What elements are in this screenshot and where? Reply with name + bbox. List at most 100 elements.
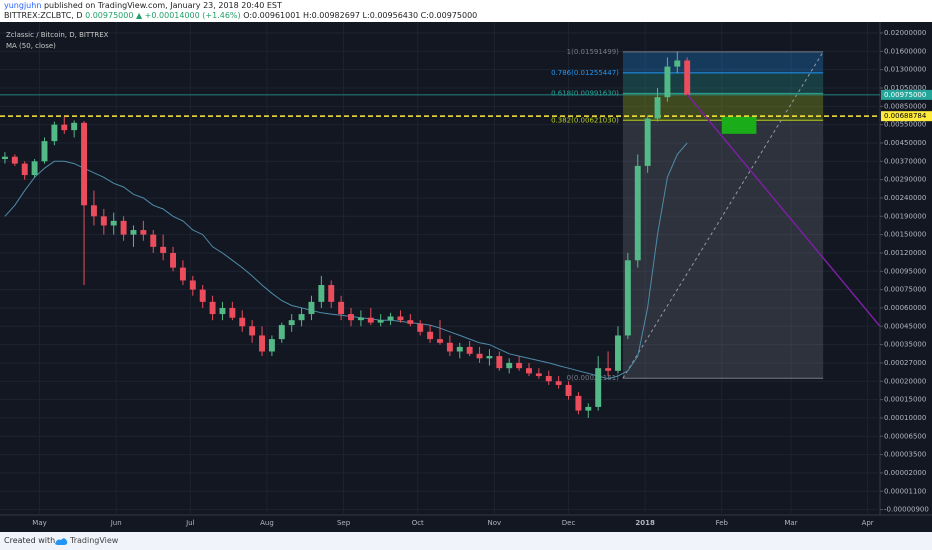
price-tag-label: 0.00688784 xyxy=(884,112,927,120)
candle-body xyxy=(654,97,661,119)
y-tick-label: 0.00001100 xyxy=(884,487,926,495)
x-tick-label: May xyxy=(32,519,46,527)
candle-body xyxy=(160,246,167,253)
author[interactable]: yungjuhn xyxy=(4,1,42,10)
fib-zone xyxy=(622,51,824,73)
x-tick-label: Apr xyxy=(862,519,874,527)
candle-body xyxy=(278,325,285,340)
candle-body xyxy=(259,335,265,352)
x-tick-label: Aug xyxy=(260,519,274,527)
y-tick-label: 0.00150000 xyxy=(884,231,926,239)
x-tick-label: Mar xyxy=(784,519,797,527)
fib-label: 0.618(0.00991630) xyxy=(551,89,619,97)
y-tick-label: 0.01050000 xyxy=(884,84,926,92)
candle-body xyxy=(644,118,651,166)
candle-body xyxy=(624,260,631,336)
chart-title: Zclassic / Bitcoin, D, BITTREX xyxy=(6,31,109,39)
grid xyxy=(0,22,880,515)
publish-line: yungjuhn published on TradingView.com, J… xyxy=(4,1,282,10)
candle-body xyxy=(120,220,127,235)
y-tick-label: 0.00450000 xyxy=(884,139,926,147)
candle-body xyxy=(61,124,68,131)
candle-body xyxy=(437,339,443,343)
y-tick-label: 0.00006500 xyxy=(884,432,926,440)
y-tick-label: 0.00060000 xyxy=(884,304,926,312)
candle-body xyxy=(308,301,315,315)
candle-body xyxy=(674,60,681,67)
price: 0.00975000 xyxy=(85,11,134,20)
candle-body xyxy=(348,314,354,321)
y-tick-label: 0.00095000 xyxy=(884,267,926,275)
fib-label: 0.382(0.00621030) xyxy=(551,116,619,124)
candle-body xyxy=(11,156,18,164)
candle-body xyxy=(377,320,384,323)
candle-body xyxy=(387,316,394,321)
candle-body xyxy=(1,156,8,160)
y-tick-label: 0.00550000 xyxy=(884,121,926,129)
fib-diagonal xyxy=(622,51,824,379)
plot: 1(0.01591499) 0.786(0.01255447) 0.618(0.00… xyxy=(0,48,880,418)
candle-body xyxy=(239,317,246,327)
candle-body xyxy=(466,346,473,354)
candle-body xyxy=(595,368,602,407)
candle-body xyxy=(545,376,552,382)
y-tick-label: 0.01600000 xyxy=(884,47,926,55)
candle-body xyxy=(41,141,48,162)
candle-body xyxy=(427,331,434,340)
y-tick-label: 0.00003500 xyxy=(884,451,926,459)
candle-body xyxy=(585,406,592,411)
axes: 0.02000000 0.01600000 0.01300000 0.01050000… xyxy=(32,29,932,527)
fib-label: 0(0.00021161) xyxy=(567,374,619,382)
fib-zone xyxy=(622,72,824,94)
candle-body xyxy=(417,323,424,332)
candle-body xyxy=(446,342,453,352)
candle-body xyxy=(130,230,137,235)
y-tick-label: 0.00850000 xyxy=(884,102,926,110)
candle-body xyxy=(90,205,97,217)
brand[interactable]: TradingView xyxy=(70,536,119,545)
candle-body xyxy=(338,301,345,315)
candle-body xyxy=(496,356,503,369)
candle-body xyxy=(298,314,305,321)
candle-body xyxy=(486,356,493,359)
candle-body xyxy=(605,368,612,371)
y-tick-label: 0.02000000 xyxy=(884,29,926,37)
indicator-label: MA (50, close) xyxy=(6,42,56,50)
candle-body xyxy=(249,326,256,336)
candle-body xyxy=(684,60,691,95)
candle-body xyxy=(170,252,176,268)
y-tick-label: 0.00075000 xyxy=(884,286,926,294)
background xyxy=(0,22,932,532)
candle-body xyxy=(110,220,117,226)
x-tick-label: Nov xyxy=(488,519,502,527)
candle-body xyxy=(575,395,582,411)
candle-body xyxy=(100,216,107,226)
y-tick-label: 0.00015000 xyxy=(884,396,926,404)
candle-body xyxy=(634,165,641,261)
y-tick-label: 0.00190000 xyxy=(884,212,926,220)
candle-body xyxy=(328,285,335,302)
fib-label: 0.786(0.01255447) xyxy=(551,69,619,77)
x-tick-label: Jun xyxy=(110,519,122,527)
candle-body xyxy=(535,373,542,377)
chart: 1(0.01591499) 0.786(0.01255447) 0.618(0.00… xyxy=(0,22,932,532)
y-tick-label: 0.00002000 xyxy=(884,469,926,477)
logo xyxy=(55,538,68,545)
price-tag-label: 0.00975000 xyxy=(884,91,926,99)
x-tick-label: Sep xyxy=(337,519,351,527)
change: ▲ +0.00014000 (+1.46%) xyxy=(135,11,241,20)
candle-body xyxy=(219,307,226,315)
y-tick-label: 0.00370000 xyxy=(884,157,926,165)
candle-body xyxy=(209,301,216,315)
candle-body xyxy=(397,316,404,321)
candle-body xyxy=(189,280,196,290)
candle-body xyxy=(664,66,671,98)
y-tick-label: 0.00020000 xyxy=(884,377,926,385)
candle-body xyxy=(407,320,414,324)
y-tick-label: 0.00035000 xyxy=(884,341,926,349)
y-tick-label: 0.00240000 xyxy=(884,194,926,202)
header: yungjuhn published on TradingView.com, J… xyxy=(0,0,932,22)
symbol: BITTREX:ZCLBTC, D xyxy=(4,11,83,20)
candle-body xyxy=(506,362,513,369)
